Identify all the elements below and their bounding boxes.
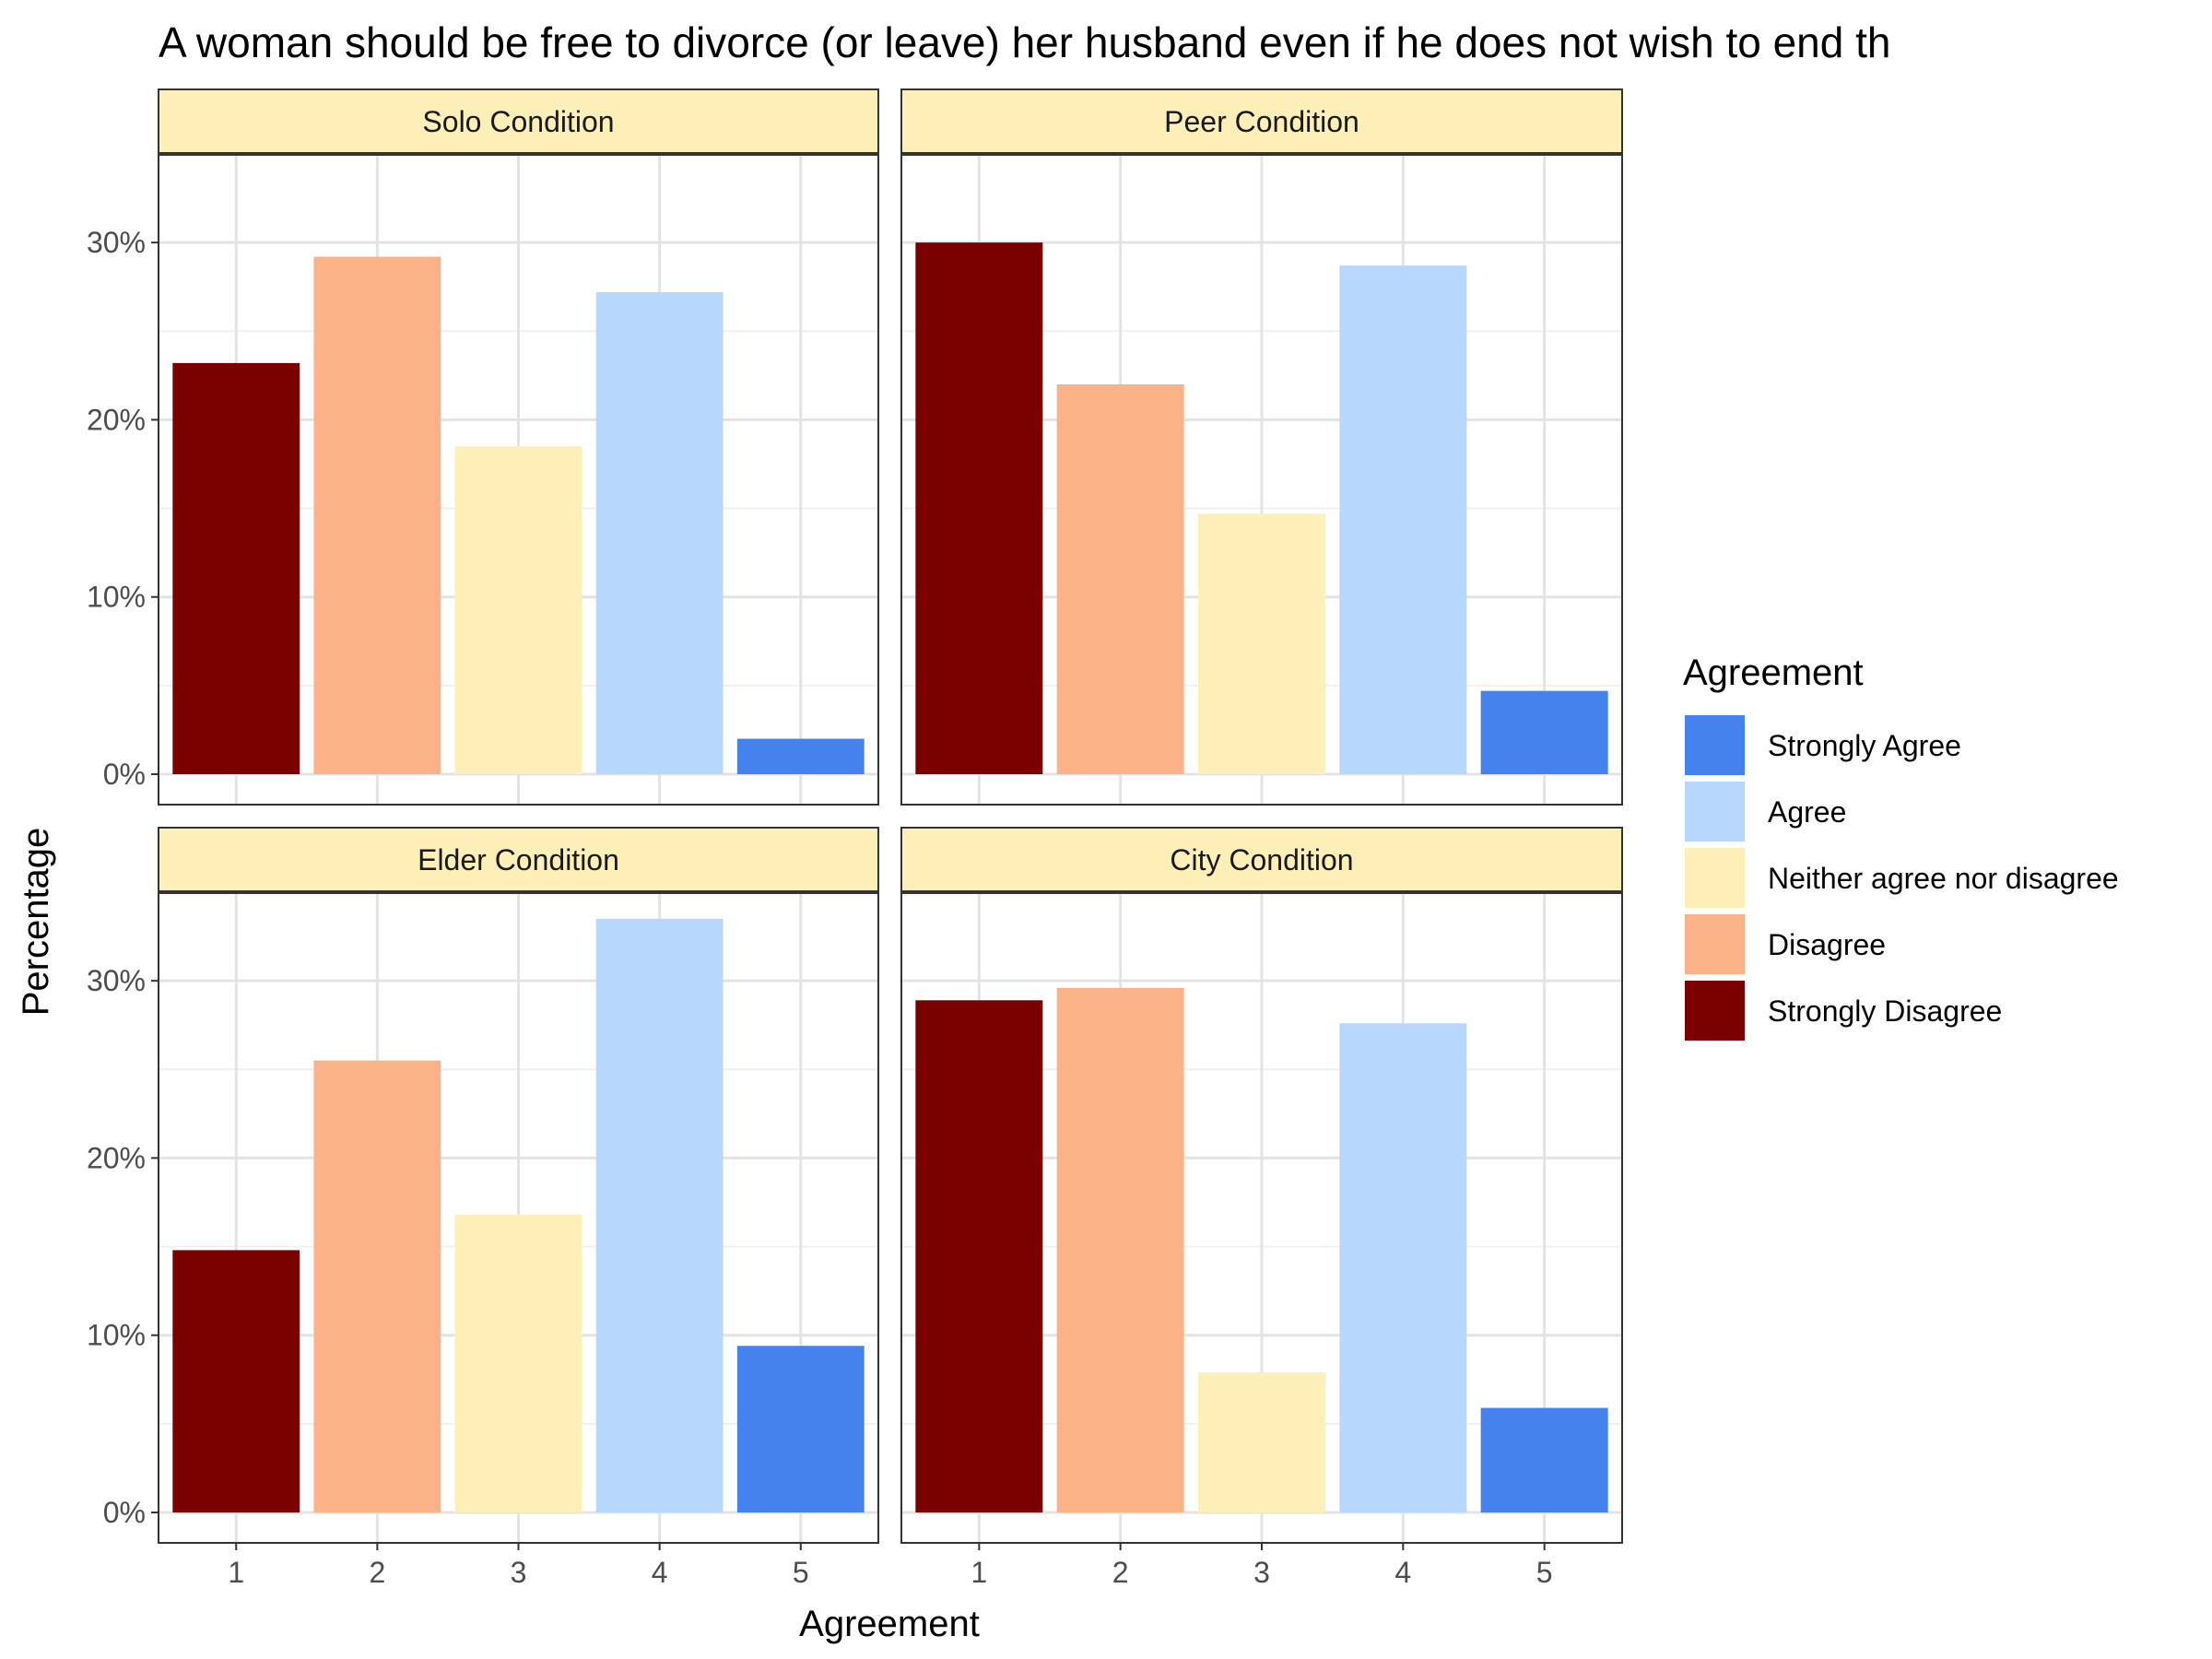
x-tick-label: 5 (1536, 1556, 1553, 1589)
facet-strip (900, 827, 1623, 893)
y-tick-label: 20% (87, 1141, 146, 1174)
bar (915, 242, 1043, 775)
facet-strip (900, 88, 1623, 155)
facet-strip-label: Peer Condition (1164, 105, 1359, 138)
panel-peer-condition: Peer Condition (900, 88, 1623, 806)
y-axis-label: Percentage (16, 828, 56, 1017)
bar (736, 738, 865, 774)
legend-key (1685, 715, 1745, 775)
x-tick-label: 3 (1253, 1556, 1270, 1589)
y-tick-label: 30% (87, 226, 146, 259)
legend-title: Agreement (1683, 653, 1864, 693)
x-tick-label: 4 (1394, 1556, 1411, 1589)
bar (1480, 1407, 1608, 1512)
legend-key (1685, 981, 1745, 1041)
facet-strip-label: Solo Condition (422, 105, 614, 138)
bar (1198, 513, 1325, 774)
legend-label: Disagree (1768, 928, 1886, 961)
bar (1339, 1023, 1467, 1512)
bar (1056, 383, 1184, 774)
facet-strip (158, 827, 879, 893)
legend-key (1685, 914, 1745, 974)
chart-title: A woman should be free to divorce (or le… (159, 18, 1891, 66)
bar (1056, 987, 1184, 1512)
bar (454, 1214, 582, 1512)
bar (736, 1346, 865, 1512)
facet-panels: 0%10%20%30%Solo Condition Peer Condition0… (87, 88, 1623, 1589)
legend-label: Strongly Disagree (1768, 994, 2002, 1028)
bar (1339, 265, 1467, 774)
panel-solo-condition: 0% 10% 20% 30% Solo Condition (87, 88, 879, 806)
legend-label: Neither agree nor disagree (1768, 862, 2119, 895)
x-tick-label: 1 (971, 1556, 987, 1589)
bar (454, 446, 582, 774)
bar (172, 362, 300, 774)
y-tick-label: 10% (87, 1319, 146, 1352)
legend-key (1685, 848, 1745, 908)
x-tick-label: 1 (228, 1556, 244, 1589)
x-tick-label: 2 (369, 1556, 385, 1589)
bar (915, 1000, 1043, 1512)
bar (595, 291, 724, 774)
facet-strip-label: Elder Condition (418, 843, 619, 877)
bar (313, 1060, 441, 1512)
x-tick-label: 4 (652, 1556, 668, 1589)
bar (172, 1250, 300, 1512)
panel-elder-condition: 0% 10% 20% 30% Elder Condition 1 2 3 4 5 (87, 827, 879, 1589)
y-tick-label: 20% (87, 403, 146, 436)
bar (1198, 1372, 1325, 1512)
bar (595, 918, 724, 1512)
x-axis-label: Agreement (799, 1604, 980, 1644)
x-tick-label: 3 (511, 1556, 527, 1589)
legend-label: Strongly Agree (1768, 729, 1961, 762)
y-tick-label: 30% (87, 964, 146, 997)
y-tick-label: 0% (103, 758, 146, 791)
x-tick-label: 2 (1112, 1556, 1129, 1589)
legend: Agreement Strongly Agree Agree Neither agre… (1683, 653, 2119, 1041)
facet-strip-label: City Condition (1170, 843, 1353, 877)
bar (313, 256, 441, 774)
bar (1480, 690, 1608, 774)
legend-label: Agree (1768, 795, 1846, 829)
y-tick-label: 10% (87, 581, 146, 614)
panel-city-condition: City Condition 1 2 3 4 5 (900, 827, 1623, 1589)
legend-key (1685, 782, 1745, 841)
y-tick-label: 0% (103, 1496, 146, 1529)
x-tick-label: 5 (793, 1556, 809, 1589)
